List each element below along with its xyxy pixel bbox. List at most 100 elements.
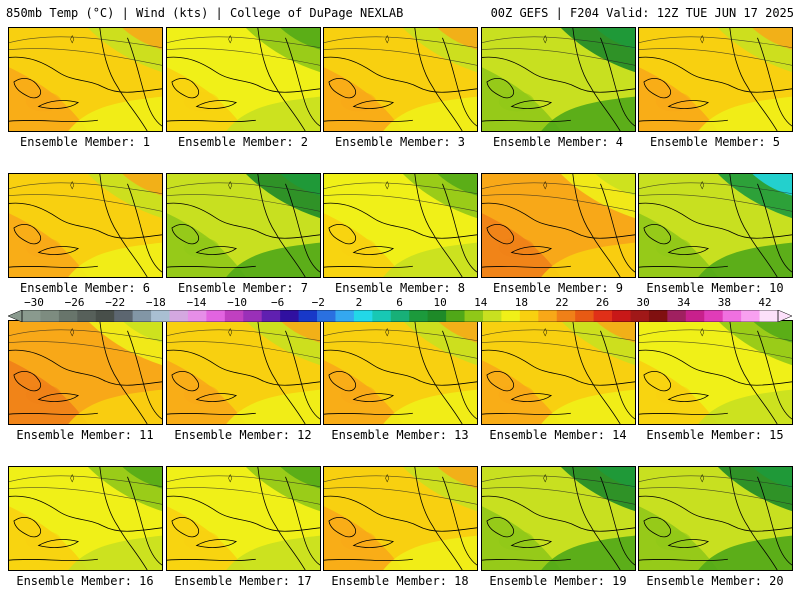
geographic-boundaries	[639, 28, 792, 131]
ensemble-map-panel: ◊	[166, 320, 321, 425]
ensemble-member-label: Ensemble Member: 8	[334, 281, 466, 295]
station-marker-icon: ◊	[228, 474, 232, 483]
contour-lines	[167, 329, 320, 359]
colorbar-swatch	[169, 310, 189, 322]
colorbar-left-arrow	[7, 309, 23, 323]
station-marker-icon: ◊	[543, 474, 547, 483]
colorbar-tick-label: 26	[595, 296, 610, 309]
contour-lines	[324, 36, 477, 66]
colorbar-tick-label: 30	[636, 296, 650, 309]
contour-lines	[9, 182, 162, 212]
ensemble-map-panel: ◊	[638, 27, 793, 132]
temperature-field-map: ◊	[324, 28, 477, 131]
colorbar-swatch	[280, 310, 300, 322]
ensemble-member-label: Ensemble Member: 12	[174, 428, 312, 442]
ensemble-member-label: Ensemble Member: 3	[334, 135, 466, 149]
station-marker-icon: ◊	[70, 181, 74, 190]
colorbar-swatch	[243, 310, 263, 322]
colorbar-swatch	[95, 310, 115, 322]
colorbar-swatch	[298, 310, 318, 322]
geographic-boundaries	[9, 467, 162, 570]
ensemble-member-label: Ensemble Member: 1	[19, 135, 151, 149]
ensemble-map-panel: ◊	[8, 27, 163, 132]
colorbar-swatch	[704, 310, 724, 322]
geographic-boundaries	[482, 28, 635, 131]
colorbar-tick-label: 10	[433, 296, 447, 309]
colorbar-swatch	[261, 310, 281, 322]
colorbar-swatch	[151, 310, 171, 322]
ensemble-member-label: Ensemble Member: 9	[492, 281, 624, 295]
station-marker-icon: ◊	[70, 328, 74, 337]
temperature-field-map: ◊	[167, 467, 320, 570]
colorbar-swatch	[317, 310, 336, 322]
ensemble-member-label: Ensemble Member: 14	[489, 428, 627, 442]
colorbar-swatch	[575, 310, 595, 322]
colorbar-tick-label: 6	[396, 296, 403, 309]
geographic-boundaries	[167, 174, 320, 277]
ensemble-map-panel: ◊	[323, 173, 478, 278]
colorbar-swatch	[667, 310, 687, 322]
ensemble-map-panel: ◊	[481, 27, 636, 132]
ensemble-map-panel: ◊	[323, 27, 478, 132]
geographic-boundaries	[482, 174, 635, 277]
colorbar-swatch	[648, 310, 668, 322]
colorbar-tick-label: −6	[271, 296, 285, 309]
colorbar-swatch	[446, 310, 466, 322]
geographic-boundaries	[324, 28, 477, 131]
ensemble-map-panel: ◊	[166, 27, 321, 132]
geographic-boundaries	[167, 321, 320, 424]
ensemble-member-label: Ensemble Member: 15	[646, 428, 784, 442]
temperature-field-map: ◊	[324, 321, 477, 424]
colorbar-swatch	[409, 310, 429, 322]
ensemble-map-panel: ◊	[638, 466, 793, 571]
contour-lines	[639, 475, 792, 505]
temperature-field-map: ◊	[482, 174, 635, 277]
geographic-boundaries	[639, 321, 792, 424]
contour-lines	[482, 475, 635, 505]
temperature-field-map: ◊	[324, 174, 477, 277]
header-run-info: 00Z GEFS | F204 Valid: 12Z TUE JUN 17 20…	[490, 6, 794, 20]
colorbar-tick-label: −26	[64, 296, 85, 309]
colorbar-swatch	[187, 310, 207, 322]
station-marker-icon: ◊	[543, 328, 547, 337]
contour-lines	[324, 182, 477, 212]
colorbar-swatch	[685, 310, 705, 322]
ensemble-member-label: Ensemble Member: 5	[649, 135, 781, 149]
colorbar-swatch	[22, 310, 41, 322]
ensemble-map-panel: ◊	[8, 173, 163, 278]
contour-lines	[324, 475, 477, 505]
colorbar-tick-label: −18	[145, 296, 166, 309]
colorbar-tick-label: 38	[717, 296, 731, 309]
ensemble-map-panel: ◊	[166, 466, 321, 571]
colorbar-tick-label: −2	[311, 296, 325, 309]
ensemble-member-label: Ensemble Member: 18	[331, 574, 469, 588]
station-marker-icon: ◊	[385, 35, 389, 44]
contour-lines	[167, 182, 320, 212]
temperature-field-map: ◊	[324, 467, 477, 570]
ensemble-map-panel: ◊	[638, 173, 793, 278]
ensemble-member-label: Ensemble Member: 7	[177, 281, 309, 295]
station-marker-icon: ◊	[543, 181, 547, 190]
ensemble-member-label: Ensemble Member: 16	[16, 574, 154, 588]
colorbar-right-arrow	[777, 309, 793, 323]
ensemble-member-label: Ensemble Member: 6	[19, 281, 151, 295]
contour-lines	[9, 475, 162, 505]
colorbar-swatch	[206, 310, 226, 322]
ensemble-member-label: Ensemble Member: 10	[646, 281, 784, 295]
contour-lines	[639, 36, 792, 66]
colorbar-swatch	[132, 310, 152, 322]
station-marker-icon: ◊	[700, 474, 704, 483]
ensemble-member-label: Ensemble Member: 4	[492, 135, 624, 149]
colorbar-swatch	[482, 310, 502, 322]
ensemble-map-panel: ◊	[638, 320, 793, 425]
contour-lines	[9, 329, 162, 359]
colorbar-tick-label: −22	[105, 296, 126, 309]
contour-lines	[167, 475, 320, 505]
colorbar-tick-label: 2	[355, 296, 363, 309]
geographic-boundaries	[9, 28, 162, 131]
ensemble-member-label: Ensemble Member: 2	[177, 135, 309, 149]
colorbar-swatch	[538, 310, 558, 322]
temperature-field-map: ◊	[167, 28, 320, 131]
temperature-field-map: ◊	[9, 321, 162, 424]
geographic-boundaries	[482, 467, 635, 570]
